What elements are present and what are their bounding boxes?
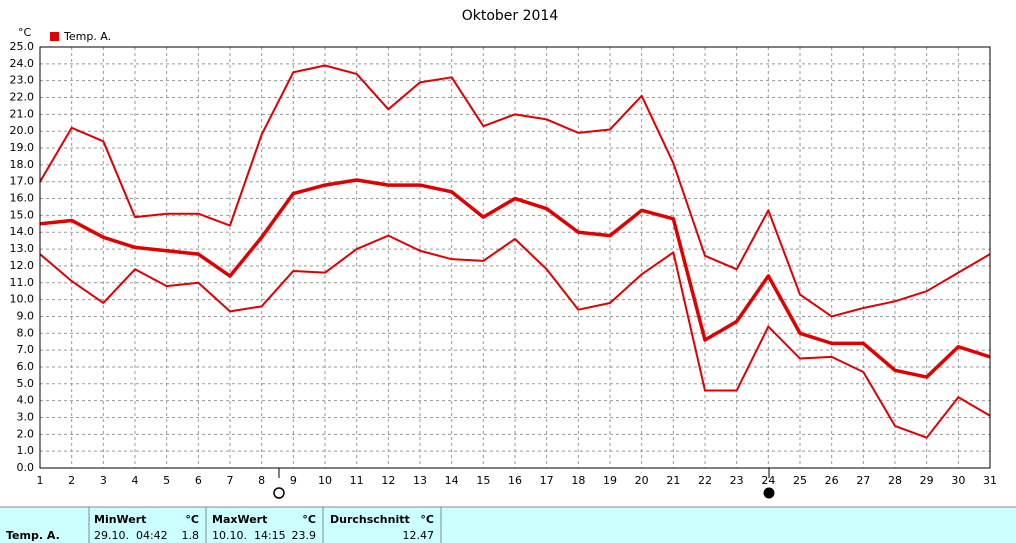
legend-label: Temp. A. [63, 30, 111, 43]
y-tick-label: 20.0 [10, 124, 35, 137]
y-tick-label: 13.0 [10, 242, 35, 255]
x-tick-label: 7 [227, 474, 234, 487]
x-tick-label: 15 [476, 474, 490, 487]
chart-title: Oktober 2014 [462, 8, 559, 24]
y-tick-label: 24.0 [10, 57, 35, 70]
stats-unit: °C [185, 513, 199, 526]
y-tick-label: 1.0 [17, 444, 35, 457]
x-tick-label: 28 [888, 474, 902, 487]
stats-background [0, 507, 1016, 543]
y-tick-label: 18.0 [10, 158, 35, 171]
x-tick-label: 6 [195, 474, 202, 487]
x-tick-label: 3 [100, 474, 107, 487]
plot: 0.01.02.03.04.05.06.07.08.09.010.011.012… [10, 40, 998, 487]
stats-header: Durchschnitt [330, 513, 410, 526]
y-tick-label: 15.0 [10, 208, 35, 221]
x-tick-label: 19 [603, 474, 617, 487]
y-tick-label: 0.0 [17, 461, 35, 474]
new-moon-icon [763, 487, 775, 499]
x-tick-label: 20 [635, 474, 649, 487]
y-tick-label: 12.0 [10, 259, 35, 272]
x-tick-label: 17 [540, 474, 554, 487]
temperature-line [39, 64, 991, 318]
temperature-line [39, 178, 991, 379]
y-tick-label: 25.0 [10, 40, 35, 53]
y-tick-label: 23.0 [10, 74, 35, 87]
y-tick-label: 4.0 [17, 394, 35, 407]
y-tick-label: 11.0 [10, 276, 35, 289]
stats-unit: °C [420, 513, 434, 526]
x-tick-label: 8 [258, 474, 265, 487]
stats-value: 1.8 [182, 529, 200, 542]
x-tick-label: 25 [793, 474, 807, 487]
y-tick-label: 6.0 [17, 360, 35, 373]
x-tick-label: 4 [132, 474, 139, 487]
temperature-line [39, 234, 991, 439]
y-tick-label: 3.0 [17, 410, 35, 423]
x-tick-label: 2 [68, 474, 75, 487]
stats-time: 29.10. 04:42 [94, 529, 168, 542]
x-tick-label: 21 [666, 474, 680, 487]
stats-table: Temp. A. MinWert °C 29.10. 04:42 1.8 Max… [0, 506, 1016, 543]
x-tick-label: 29 [920, 474, 934, 487]
stats-header: MinWert [94, 513, 146, 526]
y-tick-label: 9.0 [17, 309, 35, 322]
legend-swatch [50, 32, 59, 41]
y-tick-label: 17.0 [10, 175, 35, 188]
plot-frame [39, 46, 991, 469]
stats-header: MaxWert [212, 513, 267, 526]
x-tick-label: 26 [825, 474, 839, 487]
y-unit: °C [18, 26, 32, 39]
x-tick-label: 10 [318, 474, 332, 487]
x-tick-label: 24 [761, 474, 775, 487]
y-tick-label: 14.0 [10, 225, 35, 238]
y-tick-label: 16.0 [10, 192, 35, 205]
x-tick-label: 31 [983, 474, 997, 487]
y-tick-label: 5.0 [17, 377, 35, 390]
x-tick-label: 18 [571, 474, 585, 487]
y-tick-label: 10.0 [10, 293, 35, 306]
x-tick-label: 27 [856, 474, 870, 487]
stats-value: 23.9 [292, 529, 317, 542]
stats-time: 10.10. 14:15 [212, 529, 286, 542]
x-tick-label: 22 [698, 474, 712, 487]
y-tick-label: 19.0 [10, 141, 35, 154]
stats-row-label: Temp. A. [6, 529, 60, 542]
y-tick-label: 21.0 [10, 107, 35, 120]
x-tick-label: 30 [951, 474, 965, 487]
x-tick-label: 16 [508, 474, 522, 487]
x-tick-label: 12 [381, 474, 395, 487]
x-tick-label: 1 [37, 474, 44, 487]
stats-value: 12.47 [403, 529, 435, 542]
y-tick-label: 2.0 [17, 427, 35, 440]
x-tick-label: 9 [290, 474, 297, 487]
y-tick-label: 7.0 [17, 343, 35, 356]
full-moon-icon [273, 487, 285, 499]
x-tick-label: 13 [413, 474, 427, 487]
x-tick-label: 23 [730, 474, 744, 487]
x-tick-label: 5 [163, 474, 170, 487]
x-tick-label: 14 [445, 474, 459, 487]
x-tick-label: 11 [350, 474, 364, 487]
stats-unit: °C [302, 513, 316, 526]
y-tick-label: 8.0 [17, 326, 35, 339]
y-tick-label: 22.0 [10, 91, 35, 104]
